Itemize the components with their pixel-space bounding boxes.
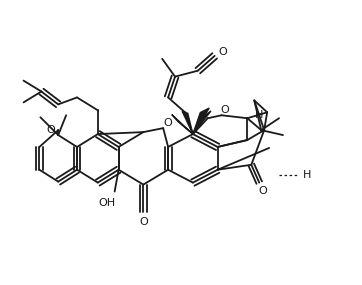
Text: O: O (259, 186, 268, 196)
Text: O: O (46, 125, 55, 135)
Text: O: O (164, 118, 173, 128)
Text: O: O (139, 217, 148, 227)
Polygon shape (182, 111, 193, 134)
Text: H: H (303, 170, 311, 180)
Text: O: O (220, 105, 229, 115)
Text: H: H (255, 110, 264, 120)
Text: OH: OH (98, 198, 115, 208)
Polygon shape (193, 108, 209, 134)
Text: O: O (218, 47, 227, 57)
Polygon shape (172, 115, 193, 134)
Polygon shape (193, 111, 211, 134)
